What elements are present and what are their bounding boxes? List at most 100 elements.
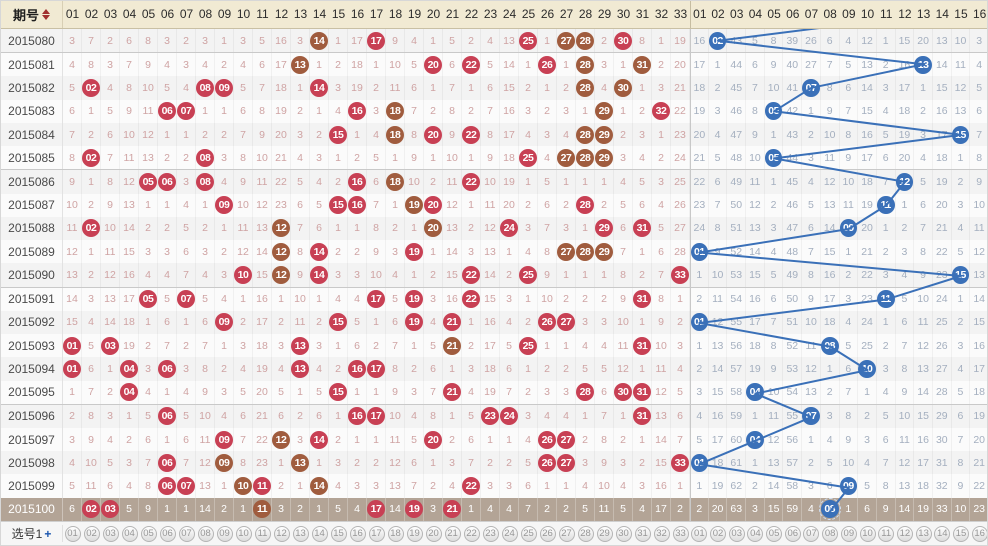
miss-count-cell: 3 (519, 99, 538, 123)
miss-count-cell: 7 (158, 334, 177, 358)
pick-red-number[interactable]: 03 (101, 525, 120, 542)
pick-blue-number[interactable]: 14 (933, 525, 952, 542)
pick-red-number[interactable]: 23 (481, 525, 500, 542)
miss-count: 4 (864, 456, 870, 469)
miss-count-cell: 3 (709, 99, 728, 123)
pick-red-number[interactable]: 08 (196, 525, 215, 542)
miss-count-cell: 10 (821, 122, 840, 147)
miss-count-cell: 2 (367, 334, 386, 358)
miss-count-cell: 2 (671, 310, 690, 335)
pick-red-number[interactable]: 14 (310, 525, 329, 542)
miss-count-cell: 8 (765, 334, 784, 358)
miss-count: 11 (842, 199, 854, 212)
miss-count-cell: 12 (481, 216, 500, 241)
pick-blue-number[interactable]: 08 (821, 525, 840, 542)
miss-count-cell: 2 (690, 357, 709, 381)
miss-count-cell: 25 (858, 334, 877, 358)
pick-red-number[interactable]: 04 (120, 525, 139, 542)
miss-count: 1 (468, 316, 474, 329)
pick-red-number[interactable]: 13 (291, 525, 310, 542)
miss-count: 14 (199, 503, 211, 516)
miss-count-cell: 11 (63, 216, 82, 241)
pick-red-number[interactable]: 30 (614, 525, 633, 542)
pick-red-number[interactable]: 15 (329, 525, 348, 542)
miss-count: 4 (126, 480, 132, 493)
pick-blue-number[interactable]: 03 (727, 525, 746, 542)
miss-count-cell: 8 (652, 287, 671, 311)
pick-red-number[interactable]: 21 (443, 525, 462, 542)
pick-red-number[interactable]: 29 (595, 525, 614, 542)
miss-count-cell: 22 (272, 170, 291, 194)
pick-red-number[interactable]: 32 (652, 525, 671, 542)
miss-count: 62 (730, 480, 743, 493)
pick-red-number[interactable]: 31 (633, 525, 652, 542)
miss-count-cell: 63 (727, 497, 747, 521)
miss-count-cell: 7 (443, 76, 462, 100)
pick-blue-number[interactable]: 11 (877, 525, 896, 542)
pick-blue-number[interactable]: 09 (840, 525, 859, 542)
pick-blue-number[interactable]: 06 (783, 525, 802, 542)
pick-red-number[interactable]: 17 (367, 525, 386, 542)
pick-blue-number[interactable]: 02 (709, 525, 728, 542)
ball-cell: 28 (576, 146, 595, 170)
miss-count: 1 (316, 456, 322, 469)
miss-count-cell: 29 (933, 404, 952, 428)
pick-red-number[interactable]: 11 (253, 525, 272, 542)
pick-red-number[interactable]: 10 (234, 525, 253, 542)
pick-blue-number[interactable]: 04 (746, 525, 765, 542)
pick-red-number[interactable]: 19 (405, 525, 424, 542)
miss-count-cell: 7 (63, 122, 82, 147)
pick-red-number[interactable]: 33 (671, 525, 690, 542)
miss-count-cell: 14 (196, 497, 215, 521)
issue-number: 2015093 (1, 334, 63, 358)
pick-red-number[interactable]: 01 (63, 525, 82, 542)
ball-cell: 26 (538, 53, 557, 77)
miss-count: 3 (316, 339, 322, 352)
pick-red-number[interactable]: 26 (538, 525, 557, 542)
pick-red-number[interactable]: 12 (272, 525, 291, 542)
miss-count: 4 (316, 362, 322, 375)
miss-count-cell: 17 (858, 146, 877, 170)
pick-red-number[interactable]: 18 (386, 525, 405, 542)
pick-blue-number[interactable]: 07 (802, 525, 821, 542)
add-selection-button[interactable]: + (44, 526, 52, 541)
pick-red-number[interactable]: 07 (177, 525, 196, 542)
pick-red-number[interactable]: 25 (519, 525, 538, 542)
red-ball: 22 (462, 173, 480, 192)
pick-red-number[interactable]: 09 (215, 525, 234, 542)
pick-blue-number[interactable]: 15 (952, 525, 971, 542)
pick-blue-number[interactable]: 01 (690, 525, 709, 542)
pick-blue-number[interactable]: 12 (896, 525, 915, 542)
pick-red-number[interactable]: 27 (557, 525, 576, 542)
miss-count: 15 (898, 34, 911, 47)
issue-header[interactable]: 期号 (1, 1, 63, 28)
miss-count-cell: 8 (82, 404, 101, 428)
pick-red-number[interactable]: 02 (82, 525, 101, 542)
miss-count-cell: 27 (933, 357, 952, 381)
miss-count-cell: 3 (652, 76, 671, 100)
pick-red-number[interactable]: 22 (462, 525, 481, 542)
miss-count-cell: 7 (709, 193, 728, 217)
miss-count: 4 (677, 362, 683, 375)
pick-red-number[interactable]: 24 (500, 525, 519, 542)
miss-count: 12 (954, 82, 967, 95)
miss-count: 10 (823, 128, 836, 141)
miss-count: 2 (563, 293, 569, 306)
red-ball: 10 (234, 265, 252, 284)
pick-red-number[interactable]: 06 (158, 525, 177, 542)
pick-blue-number[interactable]: 10 (858, 525, 877, 542)
miss-count-cell: 1 (576, 404, 595, 428)
pick-blue-number[interactable]: 05 (765, 525, 784, 542)
miss-count-cell: 1 (576, 170, 595, 194)
header-blue-col: 06 (786, 7, 800, 21)
miss-count: 3 (145, 362, 151, 375)
pick-blue-number[interactable]: 13 (914, 525, 933, 542)
pick-red-number[interactable]: 28 (576, 525, 595, 542)
pick-red-number[interactable]: 16 (348, 525, 367, 542)
miss-count-cell: 2 (595, 287, 614, 311)
pick-blue-number[interactable]: 16 (970, 525, 987, 542)
pick-red-number[interactable]: 05 (139, 525, 158, 542)
pick-red-number[interactable]: 20 (424, 525, 443, 542)
miss-count-cell: 1 (952, 287, 971, 311)
sort-icon[interactable] (42, 9, 50, 20)
